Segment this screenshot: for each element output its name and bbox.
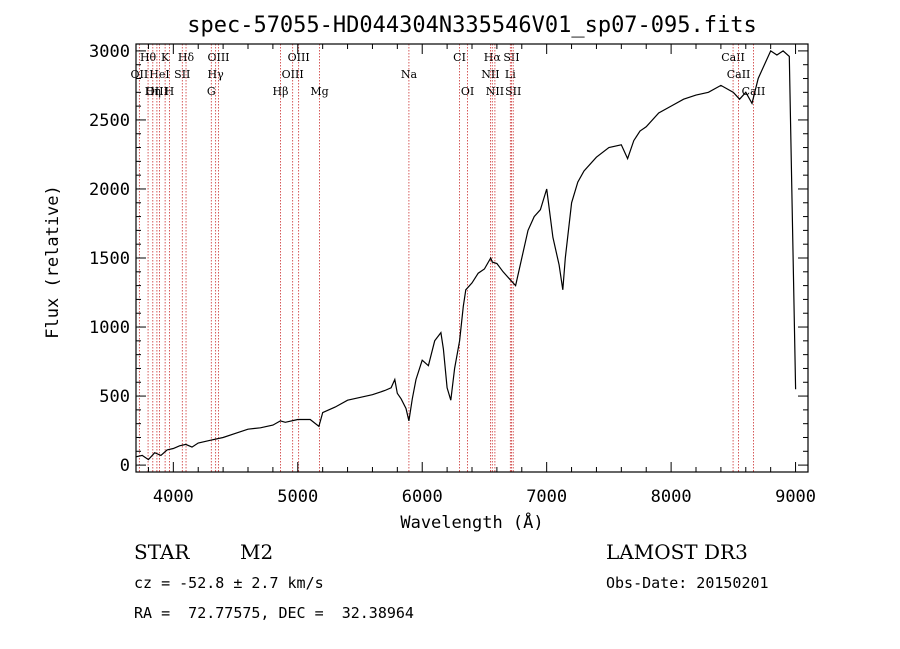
chart-title: spec-57055-HD044304N335546V01_sp07-095.f… [187, 13, 757, 38]
object-subclass: M2 [240, 540, 274, 564]
x-tick-label: 8000 [651, 487, 692, 507]
emission-line-label: Hη [145, 85, 161, 98]
emission-line-label: G [207, 85, 216, 98]
emission-line-label: OIII [207, 51, 229, 64]
redshift-text: cz = -52.8 ± 2.7 km/s [134, 574, 324, 592]
emission-line-label: OIII [288, 51, 310, 64]
x-tick-label: 5000 [277, 487, 318, 507]
axis-ticks: 4000 5000 6000 7000 8000 9000 0 500 1000 1500 2000… [89, 42, 816, 507]
emission-line-label: Hα [484, 51, 502, 64]
emission-line-label: K [161, 51, 170, 64]
emission-line-label: Hγ [208, 68, 225, 81]
emission-line-label: Hδ [178, 51, 195, 64]
emission-line-label: Hβ [273, 85, 289, 98]
emission-line-label: OI [461, 85, 474, 98]
spectrum-chart: spec-57055-HD044304N335546V01_sp07-095.f… [43, 13, 816, 533]
emission-line-label: H [165, 85, 175, 98]
emission-line-label: CI [453, 51, 466, 64]
x-tick-label: 7000 [526, 487, 567, 507]
y-tick-label: 500 [99, 387, 130, 407]
object-class: STAR [134, 540, 190, 564]
y-tick-label: 1500 [89, 249, 130, 269]
plot-frame [135, 43, 809, 473]
y-tick-label: 1000 [89, 318, 130, 338]
survey-name: LAMOST DR3 [606, 540, 748, 564]
emission-line-label: OIII [146, 85, 168, 98]
emission-line-label: Mg [310, 85, 328, 98]
emission-line-label: CaII [721, 51, 745, 64]
coordinates-text: RA = 72.77575, DEC = 32.38964 [134, 604, 414, 622]
x-tick-label: 6000 [402, 487, 443, 507]
emission-line-label: NII [481, 68, 499, 81]
emission-line-label: SII [505, 85, 521, 98]
y-tick-label: 0 [120, 456, 130, 476]
y-tick-label: 3000 [89, 42, 130, 62]
x-tick-label: 9000 [775, 487, 816, 507]
y-tick-label: 2000 [89, 180, 130, 200]
emission-line-label: OIII [282, 68, 304, 81]
emission-line-label: Na [401, 68, 418, 81]
emission-line-label: CaII [727, 68, 751, 81]
emission-line-label: SII [174, 68, 190, 81]
x-tick-label: 4000 [153, 487, 194, 507]
spectrum-series-line [135, 50, 797, 461]
emission-line-label: NII [486, 85, 504, 98]
x-axis-label: Wavelength (Å) [400, 511, 543, 533]
y-axis-label: Flux (relative) [43, 185, 63, 339]
emission-line-label: Li [505, 68, 516, 81]
emission-line-label: SII [503, 51, 519, 64]
emission-line-label: Hθ [140, 51, 157, 64]
emission-line-label: HeI [149, 68, 169, 81]
emission-line-label: OII [131, 68, 149, 81]
obs-date-text: Obs-Date: 20150201 [606, 574, 769, 592]
y-tick-label: 2500 [89, 111, 130, 131]
